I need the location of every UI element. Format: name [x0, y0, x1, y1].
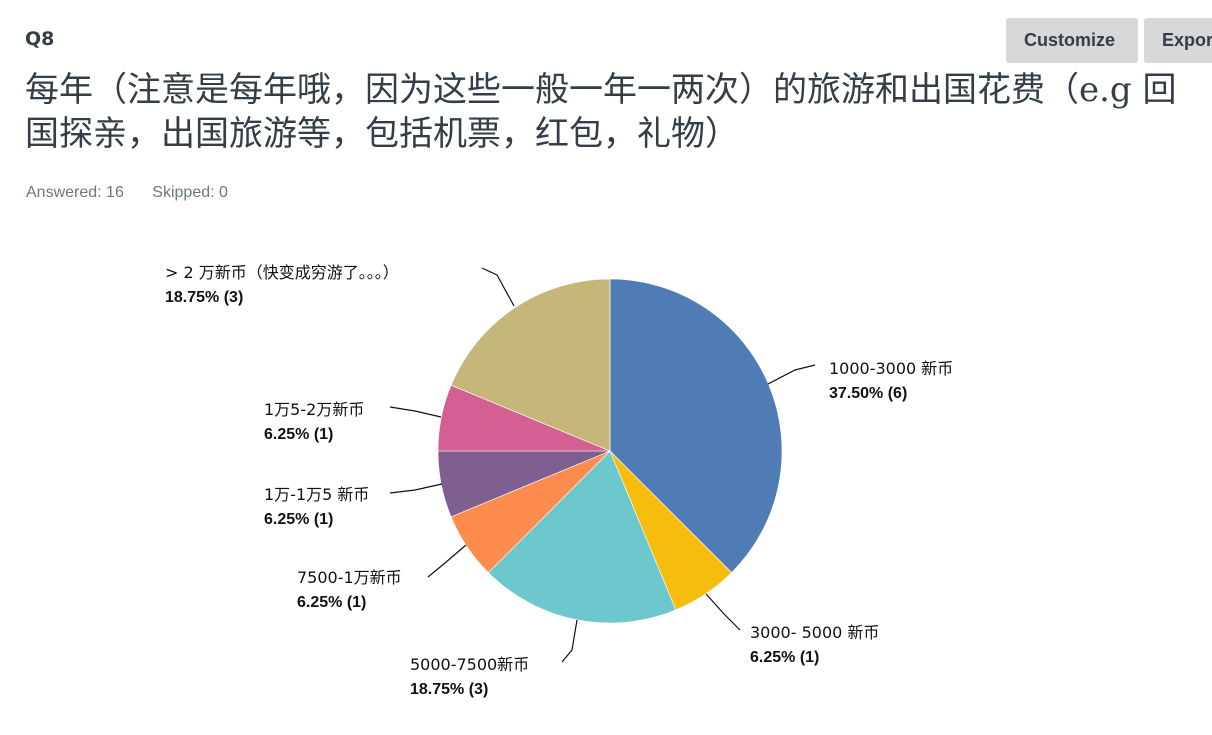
pie-slice-3[interactable] — [487, 450, 677, 624]
slice-label-4: 7500-1万新币 — [297, 568, 402, 587]
slice-label-3: 5000-7500新币 — [410, 655, 529, 674]
pie-slice-1[interactable] — [609, 278, 783, 574]
response-stats: Answered: 16 Skipped: 0 — [26, 184, 252, 202]
slice-value-label-7: 18.75% (3) — [165, 289, 243, 306]
pie-slice-7[interactable] — [450, 278, 611, 452]
leader-line-3 — [561, 619, 578, 663]
slice-value-label-3: 18.75% (3) — [410, 681, 488, 698]
slice-value-label-5: 6.25% (1) — [264, 511, 333, 528]
leader-line-5 — [389, 483, 443, 494]
customize-button[interactable]: Customize — [1006, 18, 1138, 63]
slice-value-label-1: 37.50% (6) — [829, 385, 907, 402]
leader-line-1 — [767, 364, 816, 385]
leader-line-4 — [427, 544, 467, 578]
slice-value-label-2: 6.25% (1) — [750, 649, 819, 666]
question-number: Q8 — [25, 28, 55, 50]
slice-value-label-6: 6.25% (1) — [264, 426, 333, 443]
question-title: 每年（注意是每年哦，因为这些一般一年一两次）的旅游和出国花费（e.g 回国探亲，… — [25, 70, 1177, 154]
export-button[interactable]: Export — [1144, 18, 1212, 63]
slice-label-5: 1万-1万5 新币 — [264, 485, 369, 504]
slice-label-2: 3000- 5000 新币 — [750, 623, 879, 642]
answered-count: Answered: 16 — [26, 184, 124, 201]
leader-line-6 — [389, 406, 442, 418]
slice-label-7: > 2 万新币（快变成穷游了。。。） — [165, 263, 399, 282]
slice-value-label-4: 6.25% (1) — [297, 594, 366, 611]
slice-label-1: 1000-3000 新币 — [829, 359, 953, 378]
leader-line-7 — [481, 267, 515, 307]
slice-label-6: 1万5-2万新币 — [264, 400, 364, 419]
leader-line-2 — [705, 593, 741, 631]
skipped-count: Skipped: 0 — [152, 184, 228, 201]
